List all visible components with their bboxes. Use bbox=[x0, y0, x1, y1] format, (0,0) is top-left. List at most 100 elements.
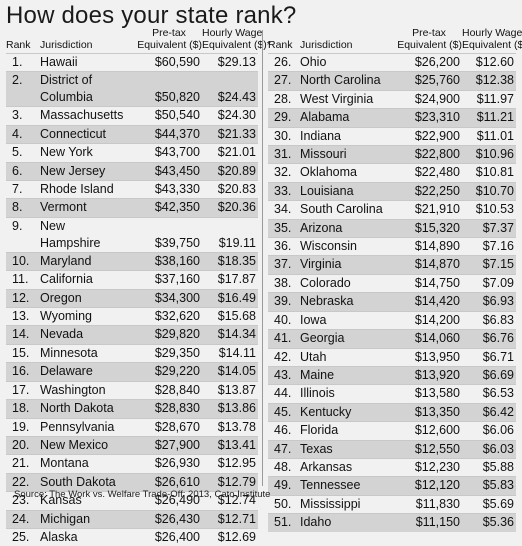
jurisdiction-cell: Kentucky bbox=[300, 403, 396, 421]
pretax-cell: $14,060 bbox=[396, 330, 462, 348]
rank-cell: 6. bbox=[6, 162, 40, 180]
table-row: 20.New Mexico$27,900$13.41 bbox=[6, 436, 258, 454]
pretax-cell: $50,540 bbox=[136, 107, 202, 125]
jurisdiction-name: Minnesota bbox=[40, 346, 98, 360]
pretax-header-line1: Pre-tax bbox=[396, 27, 462, 39]
hourly-header-line2: Equivalent ($)* bbox=[462, 39, 516, 51]
jurisdiction-name: Mississippi bbox=[300, 497, 360, 511]
pretax-cell: $13,950 bbox=[396, 348, 462, 366]
jurisdiction-name: South Carolina bbox=[300, 202, 383, 216]
jurisdiction-cell: Minnesota bbox=[40, 344, 136, 362]
jurisdiction-name: Missouri bbox=[300, 147, 347, 161]
hourly-cell: $5.83 bbox=[462, 477, 516, 495]
rank-cell: 5. bbox=[6, 144, 40, 162]
pretax-cell: $11,150 bbox=[396, 514, 462, 532]
jurisdiction-cell: New Jersey bbox=[40, 162, 136, 180]
jurisdiction-cell: Georgia bbox=[300, 330, 396, 348]
rank-cell: 37. bbox=[268, 256, 300, 274]
hourly-header-line1: Hourly Wage bbox=[462, 27, 516, 39]
hourly-cell: $5.36 bbox=[462, 514, 516, 532]
table-row: 19.Pennsylvania$28,670$13.78 bbox=[6, 418, 258, 436]
hourly-cell: $14.11 bbox=[202, 344, 258, 362]
rank-cell: 21. bbox=[6, 455, 40, 473]
hourly-cell: $12.60 bbox=[462, 54, 516, 72]
rank-cell: 20. bbox=[6, 436, 40, 454]
hourly-cell: $20.36 bbox=[202, 199, 258, 217]
table-row: 3.Massachusetts$50,540$24.30 bbox=[6, 107, 258, 125]
pretax-cell: $26,430 bbox=[136, 510, 202, 528]
page-title: How does your state rank? bbox=[6, 2, 296, 30]
jurisdiction-cell: Mississippi bbox=[300, 495, 396, 513]
pretax-header-line2: Equivalent ($) bbox=[136, 39, 202, 51]
pretax-cell: $26,930 bbox=[136, 455, 202, 473]
jurisdiction-cell: Rhode Island bbox=[40, 181, 136, 199]
table-row: 34.South Carolina$21,910$10.53 bbox=[268, 201, 516, 219]
hourly-header: Hourly Wage Equivalent ($)* bbox=[202, 27, 258, 54]
rank-cell: 50. bbox=[268, 495, 300, 513]
jurisdiction-cell: Washington bbox=[40, 381, 136, 399]
jurisdiction-name: Massachusetts bbox=[40, 108, 123, 122]
jurisdiction-name: Maine bbox=[300, 368, 334, 382]
jurisdiction-cell: Maryland bbox=[40, 252, 136, 270]
jurisdiction-cell: North Carolina bbox=[300, 72, 396, 90]
pretax-cell: $12,550 bbox=[396, 440, 462, 458]
rank-cell: 12. bbox=[6, 289, 40, 307]
jurisdiction-name: Iowa bbox=[300, 313, 326, 327]
table-row: 1.Hawaii$60,590$29.13 bbox=[6, 54, 258, 72]
hourly-cell: $10.96 bbox=[462, 146, 516, 164]
jurisdiction-cell: Utah bbox=[300, 348, 396, 366]
table-row: 47.Texas$12,550$6.03 bbox=[268, 440, 516, 458]
pretax-cell: $32,620 bbox=[136, 308, 202, 326]
jurisdiction-name: Delaware bbox=[40, 364, 93, 378]
pretax-cell: $39,750 bbox=[136, 217, 202, 252]
jurisdiction-name: Nebraska bbox=[300, 294, 354, 308]
table-row: 33.Louisiana$22,250$10.70 bbox=[268, 182, 516, 200]
rank-cell: 9. bbox=[6, 217, 40, 252]
pretax-cell: $14,750 bbox=[396, 274, 462, 292]
table-row: 24.Michigan$26,430$12.71 bbox=[6, 510, 258, 528]
table-row: 49.Tennessee$12,120$5.83 bbox=[268, 477, 516, 495]
pretax-cell: $11,830 bbox=[396, 495, 462, 513]
pretax-cell: $26,200 bbox=[396, 54, 462, 72]
rank-cell: 1. bbox=[6, 54, 40, 72]
jurisdiction-name: Ohio bbox=[300, 55, 326, 69]
pretax-cell: $25,760 bbox=[396, 72, 462, 90]
hourly-cell: $13.78 bbox=[202, 418, 258, 436]
rank-cell: 29. bbox=[268, 109, 300, 127]
rank-cell: 31. bbox=[268, 146, 300, 164]
pretax-cell: $14,200 bbox=[396, 311, 462, 329]
table-row: 36.Wisconsin$14,890$7.16 bbox=[268, 238, 516, 256]
pretax-cell: $29,350 bbox=[136, 344, 202, 362]
pretax-cell: $50,820 bbox=[136, 72, 202, 107]
hourly-cell: $11.01 bbox=[462, 127, 516, 145]
table-row: 8.Vermont$42,350$20.36 bbox=[6, 199, 258, 217]
rank-cell: 47. bbox=[268, 440, 300, 458]
pretax-header-line1: Pre-tax bbox=[136, 27, 202, 39]
jurisdiction-name: Hawaii bbox=[40, 55, 78, 69]
jurisdiction-name: Alabama bbox=[300, 110, 349, 124]
jurisdiction-cell: Alabama bbox=[300, 109, 396, 127]
jurisdiction-header: Jurisdiction bbox=[40, 27, 136, 54]
jurisdiction-cell: Wyoming bbox=[40, 308, 136, 326]
rank-cell: 15. bbox=[6, 344, 40, 362]
hourly-cell: $29.13 bbox=[202, 54, 258, 72]
source-note: Source: The Work vs. Welfare Trade-Off: … bbox=[14, 489, 270, 500]
hourly-cell: $21.33 bbox=[202, 125, 258, 143]
rank-cell: 34. bbox=[268, 201, 300, 219]
jurisdiction-cell: Virginia bbox=[300, 256, 396, 274]
rank-cell: 13. bbox=[6, 308, 40, 326]
hourly-cell: $6.71 bbox=[462, 348, 516, 366]
jurisdiction-name: Nevada bbox=[40, 327, 83, 341]
jurisdiction-name: Montana bbox=[40, 456, 89, 470]
pretax-cell: $13,580 bbox=[396, 385, 462, 403]
jurisdiction-name: Vermont bbox=[40, 200, 87, 214]
hourly-cell: $20.83 bbox=[202, 181, 258, 199]
hourly-cell: $10.53 bbox=[462, 201, 516, 219]
jurisdiction-cell: New York bbox=[40, 144, 136, 162]
pretax-cell: $34,300 bbox=[136, 289, 202, 307]
jurisdiction-cell: Texas bbox=[300, 440, 396, 458]
table-header-row: Rank Jurisdiction Pre-tax Equivalent ($)… bbox=[268, 27, 516, 54]
hourly-cell: $13.41 bbox=[202, 436, 258, 454]
hourly-cell: $7.09 bbox=[462, 274, 516, 292]
